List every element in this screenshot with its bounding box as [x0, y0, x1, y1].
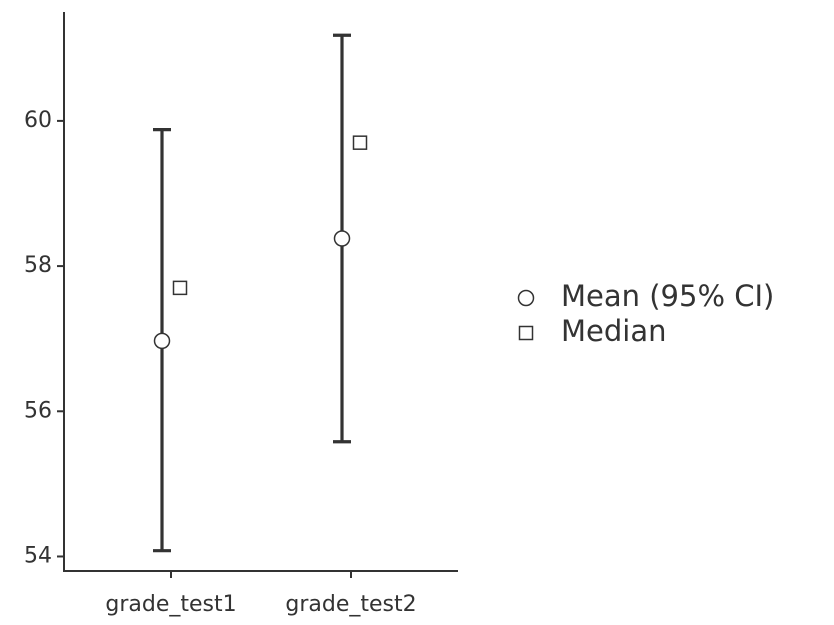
y-tick-label: 60 — [24, 108, 52, 133]
legend-mean-label: Mean (95% CI) — [561, 279, 774, 313]
mean-point — [333, 230, 351, 247]
x-tick-label: grade_test2 — [285, 592, 416, 617]
y-ticks: 54 56 58 60 — [24, 108, 64, 568]
legend-median-marker — [518, 325, 534, 341]
median-point — [352, 135, 368, 150]
plot-area — [153, 33, 368, 553]
axes — [63, 12, 458, 572]
x-ticks: grade_test1 grade_test2 — [105, 571, 417, 617]
y-tick-label: 54 — [24, 543, 52, 568]
mean-point — [153, 332, 171, 350]
legend-median-label: Median — [561, 314, 666, 348]
legend: Mean (95% CI)Median — [517, 279, 774, 348]
legend-mean-marker — [517, 289, 535, 307]
median-point — [172, 280, 188, 296]
y-tick-label: 58 — [24, 253, 52, 278]
x-tick-label: grade_test1 — [105, 592, 236, 617]
y-tick-label: 56 — [24, 398, 52, 423]
